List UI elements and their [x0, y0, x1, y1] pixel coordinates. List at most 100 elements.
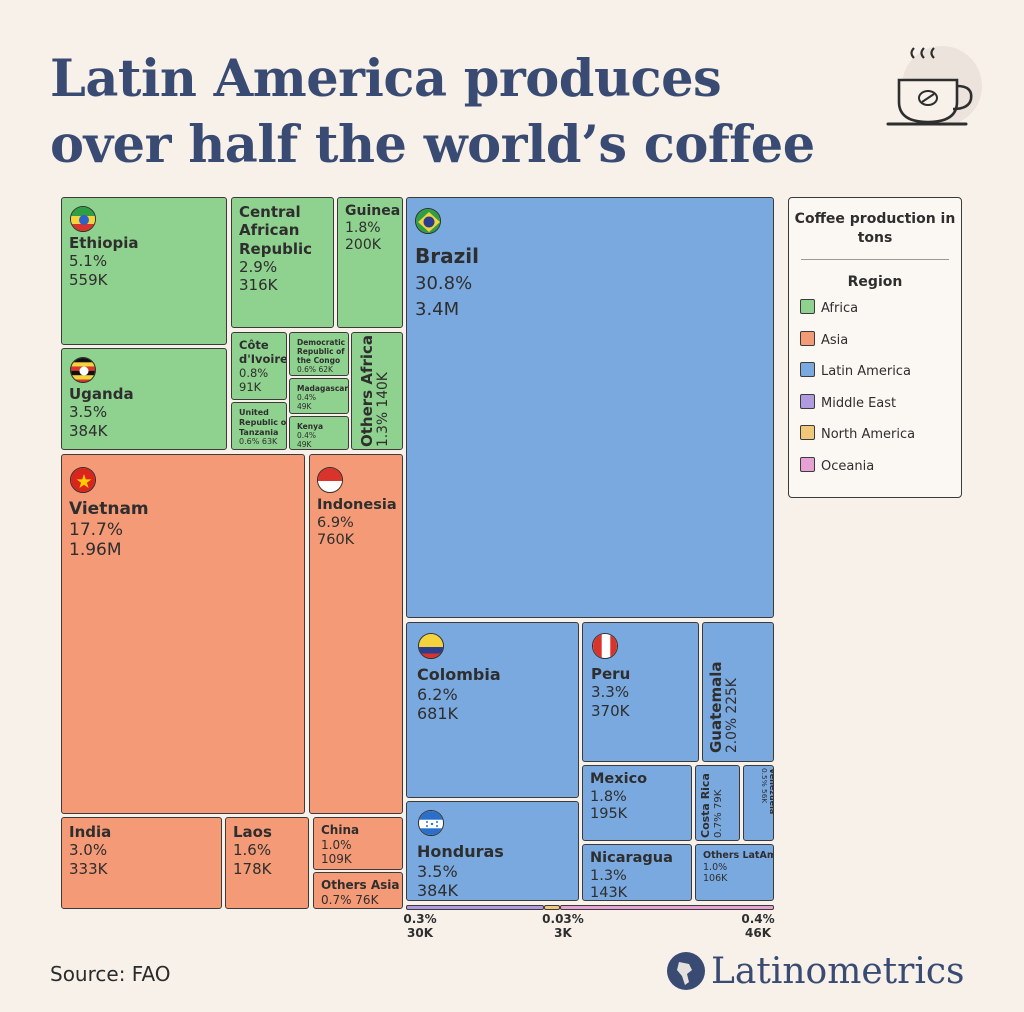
tile-name: Guinea	[345, 203, 401, 219]
tile-name: Mexico	[590, 771, 648, 787]
tile-name: Ethiopia	[69, 234, 139, 252]
tile-name: Republic of	[239, 417, 287, 427]
honduras-flag-icon	[418, 810, 444, 836]
tile-share: 3.0%	[69, 841, 108, 860]
tile-value: 384K	[69, 421, 108, 440]
tile-name: the Congo	[297, 356, 341, 366]
legend-swatch	[800, 394, 815, 409]
tile-name: Nicaragua	[590, 850, 673, 866]
tile-uganda: Uganda 3.5% 384K	[61, 348, 227, 450]
tile-label: Brazil 30.8% 3.4M	[415, 242, 479, 323]
tile-label: Peru 3.3% 370K	[591, 665, 630, 720]
tile-value: 178K	[233, 859, 272, 878]
tile-label: Ethiopia 5.1% 559K	[69, 234, 139, 289]
legend-item-oceania: Oceania	[800, 457, 874, 475]
strip-label-north-america: 0.03% 3K	[533, 912, 593, 940]
tile-vietnam: Vietnam 17.7% 1.96M	[61, 454, 305, 814]
tile-share: 30.8%	[415, 273, 473, 294]
tile-indonesia: Indonesia 6.9% 760K	[309, 454, 403, 814]
tile-share: 0.3%	[403, 912, 437, 926]
tile-label: Colombia 6.2% 681K	[417, 665, 501, 724]
tile-north-america	[544, 905, 560, 910]
tile-name: Others Asia	[321, 878, 400, 892]
tile-value: 1.96M	[69, 540, 122, 561]
tile-name: Democratic	[297, 338, 346, 347]
tile-value: 333K	[69, 859, 108, 878]
tile-laos: Laos 1.6% 178K	[225, 817, 309, 909]
tile-share: 1.3%	[590, 867, 627, 884]
tile-name: Indonesia	[317, 497, 397, 513]
tile-share-value: 0.5% 56K	[759, 768, 769, 804]
tile-label: Guinea 1.8% 200K	[345, 203, 400, 254]
tile-label: United Republic of Tanzania 0.6% 63K	[239, 408, 287, 447]
tile-share-value: 2.0% 225K	[724, 678, 741, 753]
tile-name: Laos	[233, 823, 272, 841]
tile-name: Republic of	[297, 347, 345, 357]
tile-name: Brazil	[415, 244, 479, 268]
tile-label: Madagascar 0.4% 49K	[297, 384, 348, 411]
tile-label: Indonesia 6.9% 760K	[317, 497, 397, 550]
tile-name: d'Ivoire	[239, 352, 287, 367]
tile-others-asia: Others Asia 0.7% 76K	[313, 872, 403, 909]
tile-value: 109K	[321, 852, 352, 867]
tile-share: 1.0%	[703, 861, 728, 873]
tile-middle-east	[406, 905, 544, 910]
legend-label: Middle East	[821, 396, 897, 411]
tile-value: 760K	[317, 532, 355, 549]
latinometrics-logo-icon	[667, 952, 705, 990]
tile-others-latam: Others LatAm 1.0% 106K	[695, 844, 774, 901]
tile-value: 143K	[590, 885, 628, 901]
tile-share: 17.7%	[69, 519, 124, 540]
tile-share: 0.4%	[297, 393, 317, 403]
strip-label-middle-east: 0.3% 30K	[390, 912, 450, 940]
tile-share-value: 0.6% 62K	[297, 365, 333, 375]
tile-value: 200K	[345, 237, 381, 254]
tile-value: 3.4M	[415, 299, 460, 321]
tile-share: 3.5%	[417, 861, 458, 881]
tile-label: Others Asia 0.7% 76K	[321, 878, 400, 907]
legend-item-north-america: North America	[800, 425, 915, 443]
tile-india: India 3.0% 333K	[61, 817, 222, 909]
tile-value: 316K	[239, 276, 278, 295]
tile-label: Uganda 3.5% 384K	[69, 385, 134, 440]
tile-label: India 3.0% 333K	[69, 823, 111, 878]
tile-share: 2.9%	[239, 257, 278, 276]
tile-label: Mexico 1.8% 195K	[590, 771, 647, 824]
tile-name: Côte	[239, 338, 269, 352]
legend-item-asia: Asia	[800, 331, 848, 349]
tile-share-value: 0.6% 63K	[239, 437, 278, 447]
chart-title-line-1: Latin America produces	[50, 49, 722, 109]
tile-value: 195K	[590, 806, 628, 823]
tile-label: Côte d'Ivoire 0.8% 91K	[239, 338, 287, 394]
tile-name: United	[239, 408, 269, 417]
tile-label: Vietnam 17.7% 1.96M	[69, 499, 149, 561]
legend-divider	[801, 259, 949, 260]
tile-share: 6.2%	[417, 684, 458, 704]
tile-share: 0.03%	[542, 912, 584, 926]
tile-guatemala: Guatemala 2.0% 225K	[702, 622, 774, 762]
tile-name: Others Africa	[358, 334, 376, 447]
legend-label: Africa	[821, 301, 859, 316]
tile-name: Honduras	[417, 842, 504, 861]
legend-subtitle: Region	[847, 274, 903, 290]
tile-name: Guatemala	[707, 661, 725, 753]
chart-title: Latin America produces over half the wor…	[50, 46, 870, 178]
tile-madagascar: Madagascar 0.4% 49K	[289, 378, 349, 414]
tile-costa-rica: Costa Rica 0.7% 79K	[695, 765, 740, 841]
vietnam-flag-icon	[70, 467, 96, 493]
tile-name: Vietnam	[69, 499, 149, 519]
tile-share: 1.0%	[321, 837, 352, 852]
legend-label: Latin America	[821, 364, 911, 379]
legend-swatch	[800, 425, 815, 440]
tile-name: Peru	[591, 665, 631, 683]
legend-swatch	[800, 299, 815, 314]
legend-item-latin-america: Latin America	[800, 362, 911, 380]
coffee-cup-icon	[886, 46, 982, 126]
tile-value: 49K	[297, 440, 312, 450]
tile-ethiopia: Ethiopia 5.1% 559K	[61, 197, 227, 345]
tile-value: 384K	[417, 881, 459, 901]
legend-title: Coffee production in tons	[794, 211, 956, 246]
tile-name: China	[321, 823, 360, 837]
tile-colombia: Colombia 6.2% 681K	[406, 622, 579, 798]
tile-label: China 1.0% 109K	[321, 823, 359, 867]
